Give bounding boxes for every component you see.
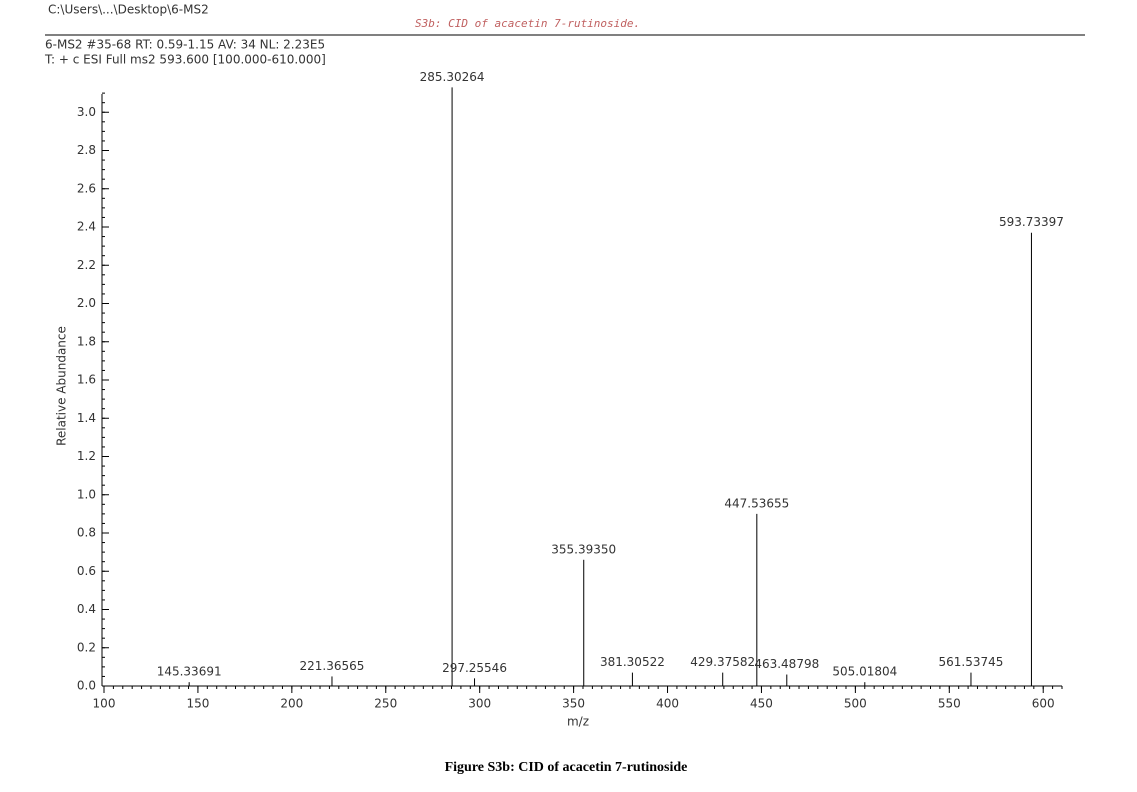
peak-label: 297.25546 bbox=[442, 661, 507, 675]
x-tick-label: 450 bbox=[750, 697, 773, 711]
peak-label: 381.30522 bbox=[600, 655, 665, 669]
y-axis-label: Relative Abundance bbox=[55, 326, 69, 446]
peak-label: 221.36565 bbox=[300, 659, 365, 673]
x-tick-label: 200 bbox=[280, 697, 303, 711]
figure-caption: Figure S3b: CID of acacetin 7-rutinoside bbox=[445, 760, 688, 775]
y-tick-label: 0.6 bbox=[77, 564, 96, 578]
peak-label: 285.30264 bbox=[420, 70, 485, 84]
y-tick-label: 1.6 bbox=[77, 373, 96, 387]
filter-info: T: + c ESI Full ms2 593.600 [100.000-610… bbox=[44, 53, 326, 67]
x-tick-label: 500 bbox=[844, 697, 867, 711]
y-tick-label: 2.8 bbox=[77, 143, 96, 157]
x-tick-label: 600 bbox=[1032, 697, 1055, 711]
y-tick-label: 0.0 bbox=[77, 679, 96, 693]
peak-label: 355.39350 bbox=[551, 542, 616, 556]
scan-info: 6-MS2 #35-68 RT: 0.59-1.15 AV: 34 NL: 2.… bbox=[45, 38, 325, 52]
spectrum-note: S3b: CID of acacetin 7-rutinoside. bbox=[415, 17, 640, 30]
x-tick-label: 400 bbox=[656, 697, 679, 711]
x-axis-label: m/z bbox=[567, 715, 589, 729]
x-tick-label: 550 bbox=[938, 697, 961, 711]
x-tick-label: 100 bbox=[93, 697, 116, 711]
peak-label: 505.01804 bbox=[832, 665, 897, 679]
peak-label: 593.73397 bbox=[999, 215, 1064, 229]
y-tick-label: 2.4 bbox=[77, 220, 96, 234]
y-tick-label: 0.2 bbox=[77, 640, 96, 654]
x-tick-label: 300 bbox=[468, 697, 491, 711]
peak-label: 447.53655 bbox=[724, 496, 789, 510]
y-tick-label: 1.2 bbox=[77, 449, 96, 463]
y-tick-label: 2.6 bbox=[77, 181, 96, 195]
y-tick-label: 0.8 bbox=[77, 526, 96, 540]
y-tick-label: 0.4 bbox=[77, 602, 96, 616]
y-tick-label: 2.0 bbox=[77, 296, 96, 310]
y-tick-label: 1.0 bbox=[77, 487, 96, 501]
peak-label: 429.37582 bbox=[690, 655, 755, 669]
x-tick-label: 350 bbox=[562, 697, 585, 711]
file-path: C:\Users\...\Desktop\6-MS2 bbox=[48, 3, 209, 17]
peak-label: 145.33691 bbox=[157, 665, 222, 679]
x-tick-label: 150 bbox=[186, 697, 209, 711]
y-tick-label: 1.8 bbox=[77, 334, 96, 348]
y-tick-label: 2.2 bbox=[77, 258, 96, 272]
peak-label: 463.48798 bbox=[754, 657, 819, 671]
y-tick-label: 3.0 bbox=[77, 105, 96, 119]
y-tick-label: 1.4 bbox=[77, 411, 96, 425]
x-tick-label: 250 bbox=[374, 697, 397, 711]
peak-label: 561.53745 bbox=[939, 655, 1004, 669]
